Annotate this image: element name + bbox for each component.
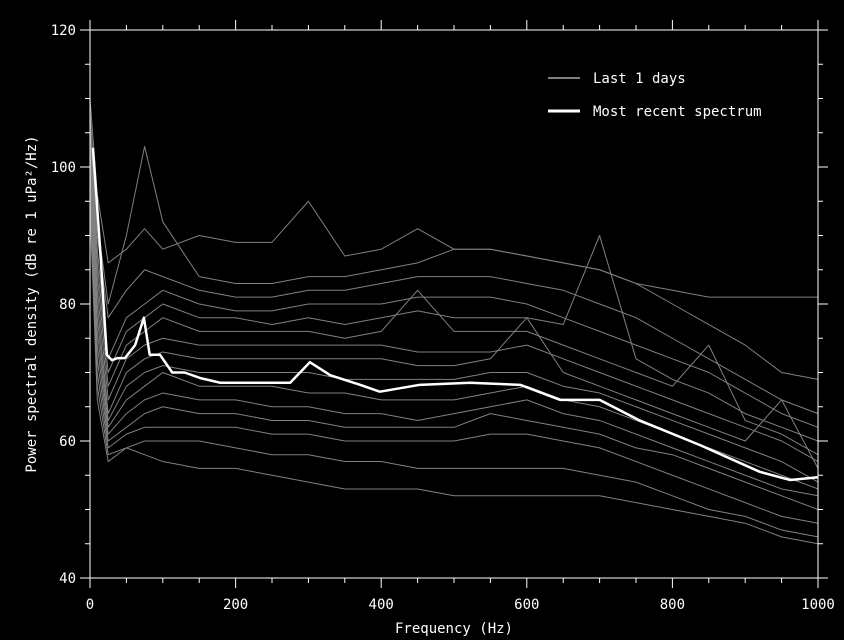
legend: Last 1 days Most recent spectrum bbox=[548, 71, 762, 120]
history-spectrum-7 bbox=[89, 160, 819, 469]
x-tick-label: 200 bbox=[223, 597, 248, 613]
y-tick-label: 100 bbox=[51, 160, 76, 176]
recent-line bbox=[91, 147, 819, 482]
history-spectrum-6 bbox=[89, 153, 819, 462]
legend-label-history: Last 1 days bbox=[593, 71, 686, 87]
x-tick-label: 600 bbox=[514, 597, 539, 613]
y-tick-label: 60 bbox=[59, 434, 76, 450]
x-tick-label: 800 bbox=[660, 597, 685, 613]
x-tick-label: 400 bbox=[369, 597, 394, 613]
history-spectrum-14 bbox=[89, 208, 819, 545]
history-spectrum-10 bbox=[89, 180, 819, 497]
history-spectrum-8 bbox=[89, 166, 819, 483]
y-tick-label: 120 bbox=[51, 23, 76, 39]
history-spectrum-2 bbox=[89, 125, 819, 415]
x-tick-label: 0 bbox=[86, 597, 94, 613]
history-spectrum-11 bbox=[89, 187, 819, 510]
history-spectrum-3 bbox=[89, 132, 819, 428]
history-spectrum-0 bbox=[89, 98, 818, 298]
history-lines bbox=[89, 98, 819, 545]
x-tick-label: 1000 bbox=[801, 597, 835, 613]
history-spectrum-12 bbox=[89, 194, 819, 524]
y-tick-label: 80 bbox=[59, 297, 76, 313]
y-axis-label: Power spectral density (dB re 1 uPa²/Hz) bbox=[24, 135, 40, 472]
axis-ticks: 40 60 80 100 120 0 200 400 600 800 1000 bbox=[51, 20, 835, 613]
history-spectrum-5 bbox=[89, 146, 819, 456]
legend-label-recent: Most recent spectrum bbox=[593, 104, 762, 120]
history-spectrum-4 bbox=[89, 139, 819, 442]
history-spectrum-13 bbox=[89, 201, 819, 538]
history-spectrum-1 bbox=[89, 112, 819, 380]
x-axis-label: Frequency (Hz) bbox=[395, 621, 513, 637]
y-tick-label: 40 bbox=[59, 571, 76, 587]
most-recent-spectrum bbox=[91, 147, 819, 482]
